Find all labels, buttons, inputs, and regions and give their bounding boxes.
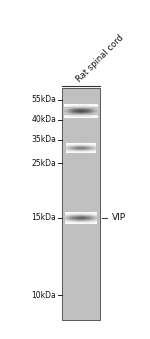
Text: 10kDa: 10kDa bbox=[31, 291, 56, 299]
Text: 35kDa: 35kDa bbox=[31, 136, 56, 144]
Text: VIP: VIP bbox=[112, 214, 126, 222]
Text: 40kDa: 40kDa bbox=[31, 116, 56, 124]
Text: Rat spinal cord: Rat spinal cord bbox=[75, 33, 125, 84]
Text: 55kDa: 55kDa bbox=[31, 96, 56, 104]
Text: 15kDa: 15kDa bbox=[31, 214, 56, 222]
Bar bbox=[62, 88, 100, 320]
Text: 25kDa: 25kDa bbox=[31, 159, 56, 167]
